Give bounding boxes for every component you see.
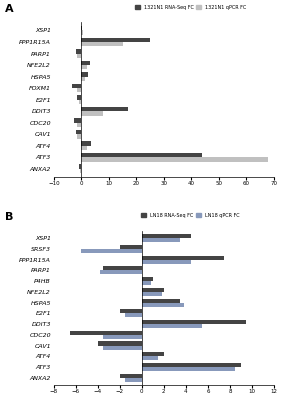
Bar: [125, 313, 142, 318]
Bar: [81, 76, 85, 81]
Bar: [142, 363, 241, 367]
Bar: [81, 153, 202, 157]
Bar: [103, 346, 142, 350]
Bar: [81, 65, 87, 70]
Bar: [142, 288, 164, 292]
Bar: [81, 38, 150, 42]
Bar: [142, 324, 202, 328]
Legend: LN18 RNA-Seq FC, LN18 qPCR FC: LN18 RNA-Seq FC, LN18 qPCR FC: [142, 213, 239, 218]
Text: B: B: [5, 212, 14, 222]
Bar: [79, 164, 81, 169]
Bar: [142, 298, 180, 303]
Bar: [74, 118, 81, 123]
Bar: [77, 88, 81, 92]
Bar: [81, 107, 128, 111]
Bar: [76, 130, 81, 134]
Bar: [77, 95, 81, 100]
Bar: [81, 26, 82, 30]
Bar: [103, 266, 142, 270]
Bar: [100, 270, 142, 274]
Bar: [120, 374, 142, 378]
Bar: [80, 169, 81, 173]
Bar: [142, 260, 191, 264]
Bar: [79, 100, 81, 104]
Bar: [142, 367, 235, 371]
Bar: [120, 245, 142, 249]
Bar: [81, 72, 88, 76]
Bar: [142, 281, 151, 285]
Bar: [77, 123, 81, 127]
Bar: [142, 292, 162, 296]
Bar: [70, 331, 142, 335]
Bar: [81, 111, 103, 116]
Bar: [81, 42, 123, 46]
Bar: [98, 342, 142, 346]
Bar: [76, 49, 81, 54]
Bar: [142, 352, 164, 356]
Legend: 1321N1 RNA-Seq FC, 1321N1 qPCR FC: 1321N1 RNA-Seq FC, 1321N1 qPCR FC: [135, 5, 246, 10]
Bar: [81, 157, 269, 162]
Bar: [142, 238, 180, 242]
Bar: [81, 30, 83, 35]
Bar: [120, 309, 142, 313]
Bar: [125, 378, 142, 382]
Bar: [103, 335, 142, 339]
Bar: [77, 54, 81, 58]
Bar: [142, 277, 153, 281]
Bar: [81, 142, 91, 146]
Bar: [142, 234, 191, 238]
Bar: [81, 146, 87, 150]
Bar: [72, 84, 81, 88]
Bar: [81, 249, 142, 253]
Bar: [142, 256, 224, 260]
Bar: [77, 134, 81, 139]
Text: A: A: [5, 4, 14, 14]
Bar: [142, 320, 246, 324]
Bar: [142, 356, 158, 360]
Bar: [142, 303, 184, 307]
Bar: [81, 61, 90, 65]
